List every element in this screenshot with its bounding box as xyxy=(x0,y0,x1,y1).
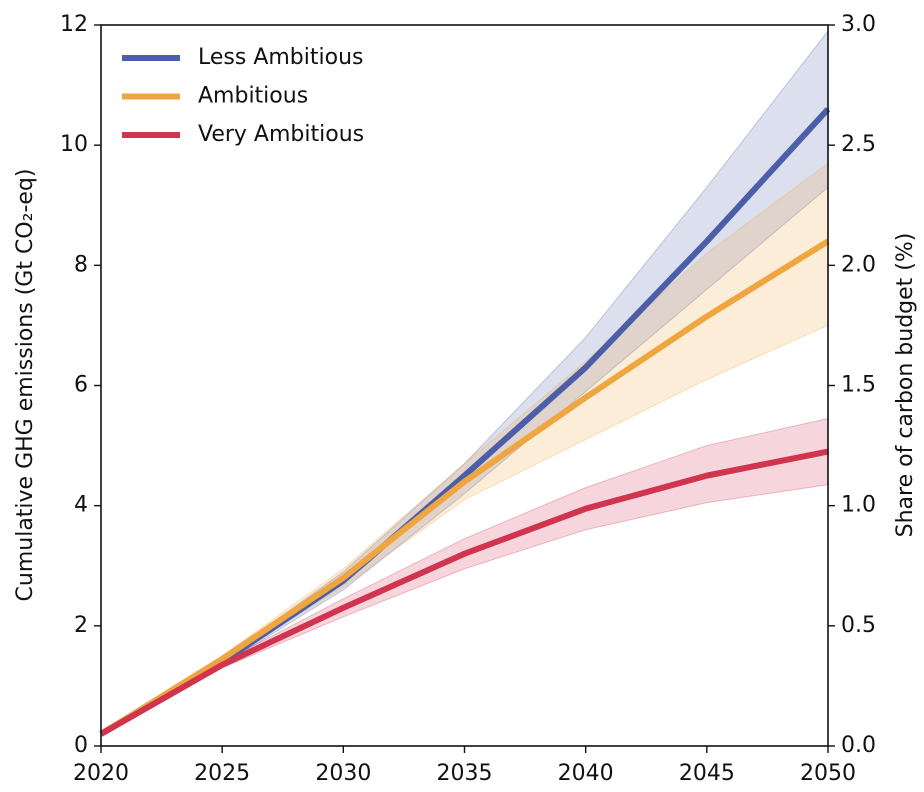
legend-label: Less Ambitious xyxy=(198,45,363,70)
y2-axis-label: Share of carbon budget (%) xyxy=(893,233,918,538)
y2-tick-label: 0.5 xyxy=(841,613,876,638)
y2-tick-label: 1.5 xyxy=(841,373,876,398)
y-tick-label: 2 xyxy=(74,613,88,638)
y2-tick-label: 0.0 xyxy=(841,733,876,758)
legend-label: Ambitious xyxy=(198,84,308,109)
x-tick-label: 2025 xyxy=(194,761,250,786)
legend-label: Very Ambitious xyxy=(198,122,364,147)
y2-tick-label: 2.5 xyxy=(841,132,876,157)
x-tick-label: 2050 xyxy=(800,761,856,786)
y2-tick-label: 1.0 xyxy=(841,493,876,518)
y-axis-label: Cumulative GHG emissions (Gt CO₂-eq) xyxy=(13,169,38,602)
series-line xyxy=(99,238,830,737)
series-line xyxy=(99,448,829,737)
y2-tick-label: 3.0 xyxy=(841,12,876,37)
x-tick-label: 2030 xyxy=(315,761,371,786)
y2-tick-label: 2.0 xyxy=(841,252,876,277)
x-tick-label: 2045 xyxy=(679,761,735,786)
x-tick-label: 2040 xyxy=(558,761,614,786)
x-tick-label: 2035 xyxy=(437,761,493,786)
y-tick-label: 12 xyxy=(60,12,88,37)
y-tick-label: 10 xyxy=(60,132,88,157)
y-tick-label: 0 xyxy=(74,733,88,758)
x-tick-label: 2020 xyxy=(73,761,129,786)
y-tick-label: 8 xyxy=(74,252,88,277)
y-tick-label: 4 xyxy=(74,493,88,518)
y-tick-label: 6 xyxy=(74,373,88,398)
